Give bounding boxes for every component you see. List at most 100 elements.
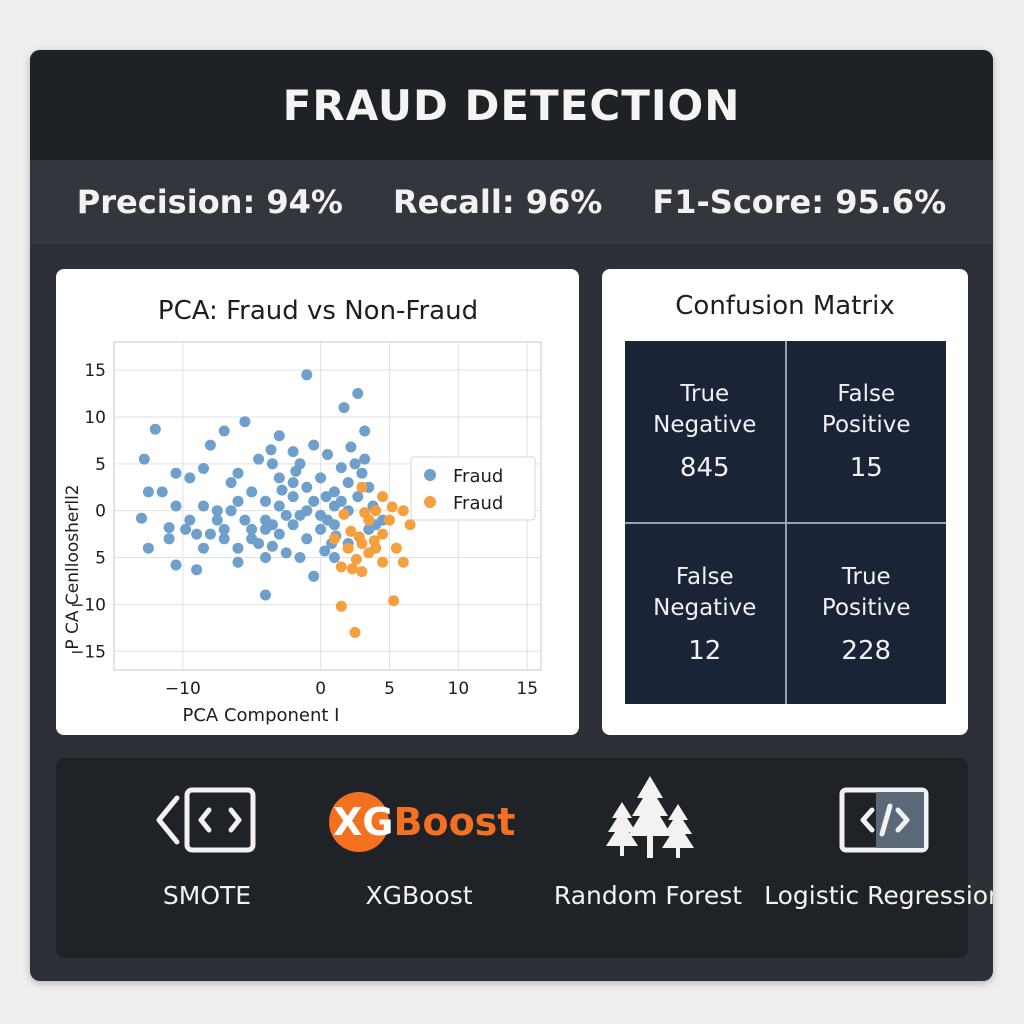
scatter-point-orange xyxy=(350,553,362,565)
cm-label: False Negative xyxy=(653,563,757,621)
scatter-point-blue xyxy=(294,552,306,563)
scatter-point-blue xyxy=(156,486,168,498)
cm-cell-false-positive: False Positive 15 xyxy=(786,341,946,522)
scatter-point-blue xyxy=(315,523,327,535)
y-tick-label: 5 xyxy=(95,455,106,475)
scatter-point-orange xyxy=(377,556,389,568)
scatter-point-orange xyxy=(390,542,402,554)
scatter-point-blue xyxy=(315,472,327,484)
scatter-point-blue xyxy=(138,453,150,465)
scatter-point-blue xyxy=(204,439,216,451)
scatter-point-blue xyxy=(308,439,320,451)
scatter-point-blue xyxy=(232,556,244,568)
scatter-point-orange xyxy=(370,505,382,517)
scatter-point-blue xyxy=(356,467,368,479)
scatter-point-blue xyxy=(260,495,271,507)
scatter-point-blue xyxy=(345,441,357,453)
scatter-point-orange xyxy=(345,525,357,537)
cm-label: True Positive xyxy=(821,563,911,621)
cm-value: 228 xyxy=(841,635,892,666)
cm-cell-true-negative: True Negative 845 xyxy=(625,341,785,522)
scatter-point-blue xyxy=(225,505,237,517)
scatter-point-orange xyxy=(346,563,358,575)
code-brackets-icon xyxy=(156,787,256,853)
scatter-point-blue xyxy=(191,564,203,576)
x-tick-label: 5 xyxy=(384,679,395,699)
x-tick-label: 15 xyxy=(516,679,538,699)
scatter-point-orange xyxy=(363,547,375,559)
f1-score-metric: F1-Score: 95.6% xyxy=(652,183,947,221)
legend-marker-fraud-2 xyxy=(424,496,436,508)
scatter-point-blue xyxy=(287,519,299,531)
scatter-point-orange xyxy=(342,542,354,554)
scatter-point-blue xyxy=(136,512,147,524)
legend-label-fraud-2: Fraud xyxy=(453,493,503,514)
scatter-point-blue xyxy=(287,491,299,503)
scatter-point-orange xyxy=(377,528,389,540)
plot-area-frame xyxy=(113,341,542,671)
scatter-point-orange xyxy=(335,561,347,573)
tool-label-smote: SMOTE xyxy=(162,881,252,910)
scatter-point-blue xyxy=(180,523,192,535)
scatter-point-orange xyxy=(384,514,395,526)
tool-random-forest: Random Forest xyxy=(528,758,768,958)
scatter-point-orange xyxy=(368,535,380,547)
scatter-point-blue xyxy=(301,481,313,493)
scatter-point-blue xyxy=(211,505,223,517)
scatter-point-orange xyxy=(349,627,361,638)
code-window-icon xyxy=(839,787,929,853)
scatter-point-orange xyxy=(404,519,416,531)
tool-label-random-forest: Random Forest xyxy=(553,881,743,910)
title-bar: FRAUD DETECTION xyxy=(30,50,993,160)
recall-metric: Recall: 96% xyxy=(392,183,603,221)
cm-value: 15 xyxy=(849,453,883,484)
scatter-point-blue xyxy=(294,509,306,521)
confusion-matrix-card: Confusion Matrix True Negative 845 False… xyxy=(602,269,968,735)
scatter-point-blue xyxy=(170,500,182,512)
scatter-point-blue xyxy=(239,514,251,526)
cm-label: True Negative xyxy=(653,381,757,439)
scatter-point-orange xyxy=(397,556,409,568)
cm-value: 845 xyxy=(679,453,730,484)
scatter-point-blue xyxy=(170,467,182,479)
scatter-point-blue xyxy=(198,463,209,474)
scatter-point-blue xyxy=(204,528,216,540)
scatter-point-blue xyxy=(184,472,196,484)
scatter-point-orange xyxy=(356,566,368,578)
scatter-point-orange xyxy=(397,505,409,517)
tool-label-logistic-regression: Logistic Regression xyxy=(764,881,993,910)
scatter-point-orange xyxy=(377,491,389,503)
scatter-point-blue xyxy=(301,369,313,381)
cm-cell-true-positive: True Positive 228 xyxy=(786,523,946,704)
legend-marker-fraud xyxy=(424,469,436,481)
scatter-point-blue xyxy=(211,514,223,526)
scatter-point-blue xyxy=(287,477,299,489)
chart-legend: Fraud Fraud xyxy=(410,456,536,521)
y-tick-label: 0 xyxy=(95,502,106,522)
scatter-point-blue xyxy=(342,477,354,489)
cm-label: False Positive xyxy=(821,381,911,439)
scatter-point-blue xyxy=(246,486,258,498)
scatter-point-orange xyxy=(359,507,371,519)
scatter-point-blue xyxy=(266,458,278,470)
scatter-point-blue xyxy=(273,528,285,540)
scatter-point-orange xyxy=(335,600,347,612)
scatter-point-blue xyxy=(149,423,161,435)
scatter-point-blue xyxy=(265,444,277,456)
scatter-point-blue xyxy=(260,589,271,601)
tool-label-xgboost: XGBoost xyxy=(365,881,473,910)
scatter-point-blue xyxy=(322,449,333,460)
xgboost-logo: XGBoost xyxy=(329,792,515,852)
scatter-point-blue xyxy=(191,528,203,540)
y-tick-label: 15 xyxy=(84,361,106,381)
scatter-point-blue xyxy=(260,523,271,535)
scatter-point-blue xyxy=(218,523,230,535)
confusion-matrix-title: Confusion Matrix xyxy=(675,291,895,321)
scatter-point-blue xyxy=(198,500,209,512)
scatter-point-blue xyxy=(308,495,320,507)
scatter-point-blue xyxy=(198,542,209,554)
scatter-point-orange xyxy=(328,533,340,545)
precision-metric: Precision: 94% xyxy=(76,183,343,221)
scatter-point-blue xyxy=(319,545,331,557)
legend-box xyxy=(410,456,536,521)
